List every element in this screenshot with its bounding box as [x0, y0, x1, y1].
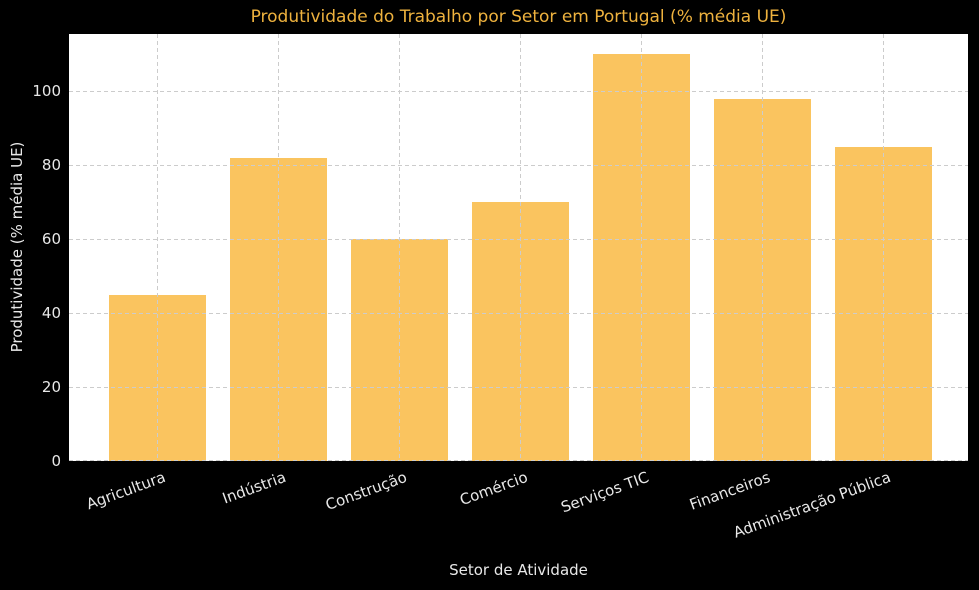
x-tick-label-construcao: Construção — [323, 468, 410, 515]
plot-area — [69, 34, 968, 461]
x-axis-label: Setor de Atividade — [449, 561, 588, 579]
x-tick-label-financeiros: Financeiros — [687, 468, 773, 514]
y-tick-label: 0 — [51, 452, 61, 470]
bar-construcao — [350, 239, 448, 461]
y-tick-label: 20 — [41, 378, 61, 397]
chart-title: Produtividade do Trabalho por Setor em P… — [250, 7, 787, 27]
y-tick-label: 60 — [41, 230, 61, 249]
y-tick-label: 80 — [41, 156, 61, 175]
y-tick-label: 100 — [32, 82, 61, 101]
bar-servicos-tic — [592, 54, 690, 461]
bar-agricultura — [108, 294, 206, 461]
bars-layer — [69, 34, 968, 461]
x-tick-label-industria: Indústria — [220, 468, 289, 508]
bar-financeiros — [713, 98, 811, 461]
x-tick-label-comercio: Comércio — [457, 468, 531, 510]
bar-administracao-publica — [834, 146, 932, 461]
x-tick-label-agricultura: Agricultura — [83, 468, 168, 514]
x-tick-label-servicos-tic: Serviços TIC — [558, 468, 652, 517]
bar-industria — [229, 157, 327, 461]
y-axis-label: Produtividade (% média UE) — [8, 141, 26, 353]
y-tick-label: 40 — [41, 304, 61, 323]
bar-comercio — [471, 202, 569, 461]
